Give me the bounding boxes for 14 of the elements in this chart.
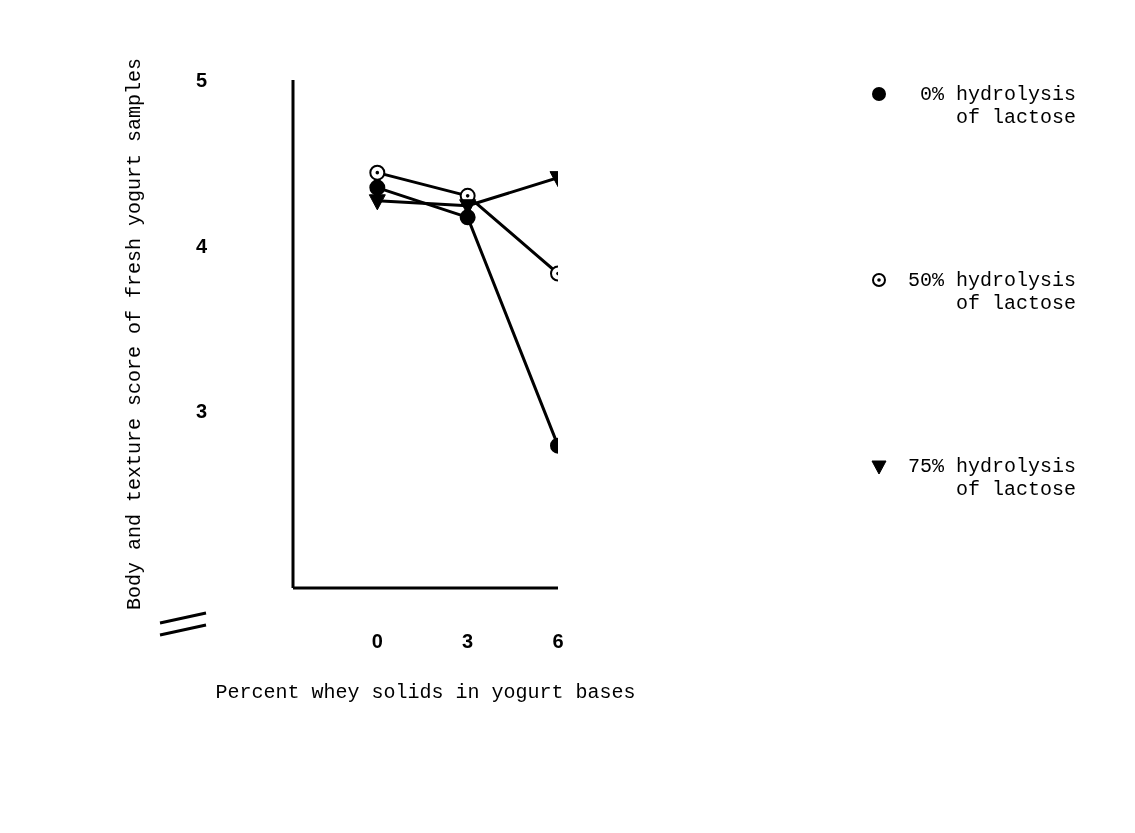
legend-label: 75% hydrolysis of lactose [906, 455, 1076, 501]
y-tick-label: 3 [195, 400, 207, 423]
legend-label: 50% hydrolysis of lactose [906, 269, 1076, 315]
x-tick-label: 6 [552, 630, 564, 653]
x-axis-title: Percent whey solids in yogurt bases [215, 681, 636, 704]
y-tick-label: 4 [195, 234, 208, 257]
legend-label: 0% hydrolysis of lactose [918, 83, 1076, 129]
y-tick-label: 5 [195, 69, 207, 92]
x-tick-label: 0 [371, 630, 383, 653]
point [369, 179, 386, 196]
point [368, 194, 386, 211]
x-tick-label: 3 [462, 630, 474, 653]
point [369, 164, 386, 181]
y-axis-title: Body and texture score of fresh yogurt samples [123, 57, 147, 611]
